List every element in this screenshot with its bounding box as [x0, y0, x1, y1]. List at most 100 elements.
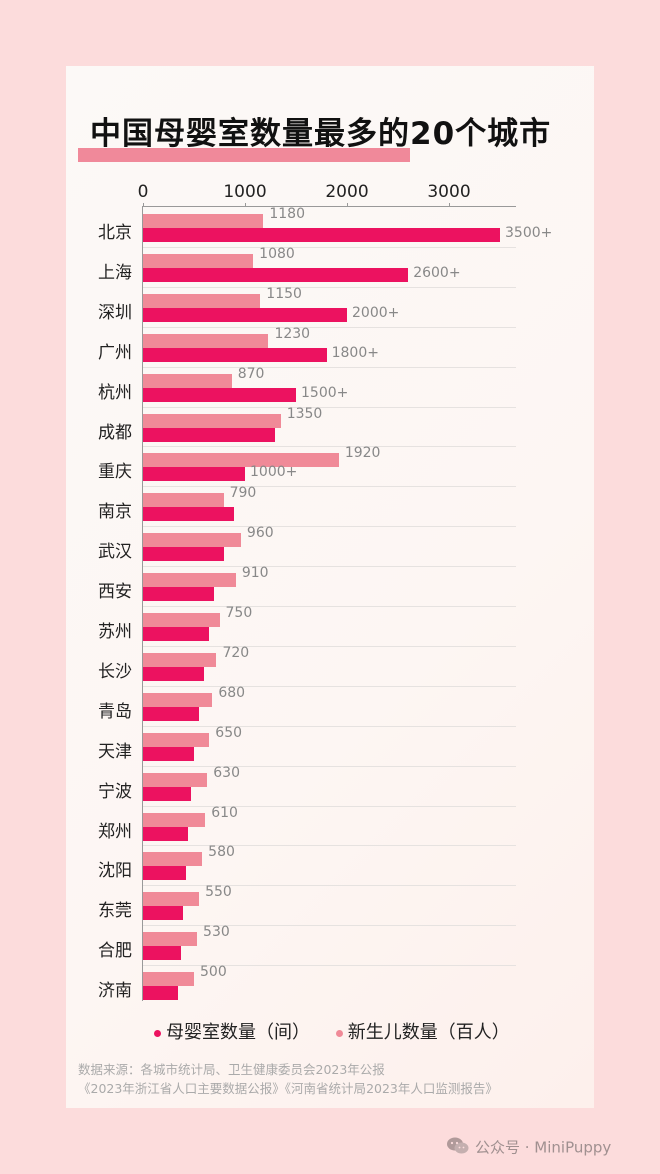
value-label-newborns: 960 [246, 525, 274, 542]
chart-row: 沈阳 580 [66, 844, 594, 885]
city-label: 苏州 [98, 622, 132, 642]
row-separator [143, 246, 516, 248]
legend-label: 母婴室数量（间） [166, 1022, 310, 1043]
row-separator [143, 486, 516, 488]
bar-newborns [143, 812, 206, 827]
row-separator [143, 845, 516, 847]
chart-row: 成都 1350 [66, 405, 594, 447]
bar-nursing-rooms [143, 786, 191, 801]
bar-newborns [143, 214, 264, 228]
chart-row: 西安 910 [66, 565, 594, 606]
value-label-newborns: 1080 [259, 245, 295, 262]
bar-newborns [143, 253, 254, 268]
chart-row: 重庆 1920 1000+ [66, 445, 594, 486]
value-label-newborns: 650 [215, 724, 243, 741]
city-label: 济南 [98, 981, 132, 1002]
city-label: 天津 [98, 741, 132, 762]
bar-newborns [143, 972, 194, 987]
bar-newborns [143, 652, 217, 667]
bar-nursing-rooms [143, 986, 178, 1001]
city-label: 宁波 [98, 781, 132, 802]
title-underline-bar [78, 148, 410, 162]
chart-row: 宁波 630 [66, 765, 594, 806]
chart-row: 北京 1180 3500+ [66, 206, 594, 247]
x-axis-tick [245, 203, 246, 207]
row-separator [143, 765, 516, 767]
row-separator [143, 606, 516, 607]
value-label-newborns: 1150 [266, 285, 302, 302]
bar-newborns [143, 613, 220, 627]
value-label-newborns: 530 [203, 924, 230, 941]
legend: 母婴室数量（间） 新生儿数量（百人） [154, 1018, 530, 1044]
city-label: 青岛 [98, 701, 132, 722]
legend-dot-icon [335, 1029, 343, 1037]
bar-newborns [143, 732, 210, 747]
chart-row: 上海 1080 2600+ [66, 245, 594, 287]
source-line-2: 《2023年浙江省人口主要数据公报》《河南省统计局2023年人口监测报告》 [78, 1081, 498, 1096]
city-label: 南京 [98, 502, 132, 523]
value-label-newborns: 1920 [344, 445, 381, 462]
value-label-newborns: 610 [211, 804, 238, 821]
value-label-nursing-rooms: 1500+ [301, 384, 349, 401]
bar-nursing-rooms [143, 347, 327, 362]
row-separator [143, 965, 516, 967]
bar-nursing-rooms [143, 507, 234, 522]
value-label-newborns: 790 [229, 485, 257, 502]
bar-nursing-rooms [143, 746, 194, 761]
value-label-newborns: 870 [237, 365, 265, 382]
value-label-newborns: 680 [218, 684, 246, 701]
chart-row: 苏州 750 [66, 605, 594, 646]
bar-nursing-rooms [143, 906, 183, 921]
row-separator [143, 326, 516, 328]
value-label-newborns: 1350 [286, 405, 323, 422]
bar-newborns [143, 373, 232, 388]
bar-nursing-rooms [143, 946, 181, 961]
row-separator [143, 805, 516, 807]
chart-row: 济南 500 [66, 964, 594, 1005]
city-label: 西安 [98, 582, 132, 603]
bar-nursing-rooms [143, 627, 210, 641]
value-label-newborns: 720 [222, 644, 250, 661]
bar-newborns [143, 293, 261, 308]
row-separator [143, 366, 516, 368]
city-label: 长沙 [98, 661, 132, 682]
bar-newborns [143, 772, 208, 787]
bar-newborns [143, 333, 269, 348]
watermark: 公众号 · MiniPuppy [446, 1136, 611, 1160]
bar-nursing-rooms [143, 587, 215, 602]
value-label-newborns: 1180 [269, 206, 305, 222]
bar-nursing-rooms [143, 547, 224, 562]
data-source: 数据来源：各城市统计局、卫生健康委员会2023年公报 《2023年浙江省人口主要… [78, 1060, 498, 1098]
bar-newborns [143, 932, 198, 947]
bar-newborns [143, 852, 203, 867]
bar-nursing-rooms [143, 826, 188, 841]
row-separator [143, 286, 516, 288]
bar-newborns [143, 453, 339, 468]
value-label-newborns: 500 [200, 964, 227, 981]
bar-nursing-rooms [143, 307, 347, 322]
city-label: 上海 [98, 262, 132, 283]
row-separator [143, 526, 516, 528]
row-separator [143, 685, 516, 687]
chart-row: 天津 650 [66, 724, 594, 766]
chart-card: 中国母婴室数量最多的20个城市 0 1000 2000 3000 北京 1180 3500… [66, 66, 594, 1108]
x-axis-line [143, 206, 516, 207]
value-label-nursing-rooms: 1000+ [250, 464, 298, 481]
city-label: 武汉 [98, 542, 132, 563]
row-separator [143, 725, 516, 727]
legend-item-newborns: 新生儿数量（百人） [335, 1018, 510, 1044]
chart-row: 杭州 870 1500+ [66, 365, 594, 407]
bar-nursing-rooms [143, 427, 275, 442]
row-separator [143, 566, 516, 568]
city-label: 合肥 [98, 941, 132, 962]
city-label: 广州 [98, 342, 132, 363]
value-label-newborns: 1230 [274, 325, 311, 342]
legend-item-nursing-rooms: 母婴室数量（间） [154, 1018, 310, 1044]
chart-row: 东莞 550 [66, 884, 594, 925]
chart-row: 广州 1230 1800+ [66, 325, 594, 367]
bar-nursing-rooms [143, 228, 500, 242]
bar-nursing-rooms [143, 866, 186, 881]
chart-row: 郑州 610 [66, 804, 594, 846]
y-axis-line [142, 206, 143, 1001]
bar-newborns [143, 573, 236, 588]
